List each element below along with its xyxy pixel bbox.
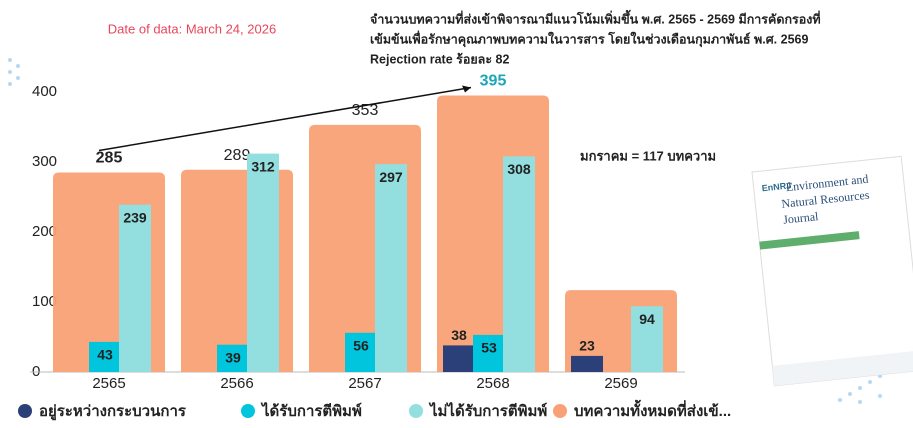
bar [375,164,407,372]
bar [473,334,505,372]
legend-label: บทความทั้งหมดที่ส่งเข้... [574,399,731,420]
cover-band [759,231,860,250]
x-tick-label: 2567 [348,375,381,392]
x-tick-label: 2566 [220,375,253,392]
date-note: Date of data: March 24, 2026 [108,21,276,36]
summary-line: จำนวนบทความที่ส่งเข้าพิจารณามีแนวโน้มเพิ… [370,9,821,26]
value-label: 53 [481,340,497,356]
legend-swatch [553,404,567,418]
value-label: 312 [251,158,275,174]
x-tick-label: 2569 [604,375,637,392]
total-label: 395 [480,73,507,90]
summary-line: เข้มข้นเพื่อรักษาคุณภาพบทความในวารสาร โด… [370,30,808,47]
legend-swatch [409,404,423,418]
value-label: 39 [225,349,241,365]
total-label: 353 [352,102,379,119]
value-label: 38 [451,327,467,343]
total-label: 285 [96,150,123,167]
trend-arrowhead [462,85,471,93]
y-tick-label: 200 [32,223,57,240]
bar [119,204,151,372]
decor-dots [8,58,882,404]
bar [443,345,475,372]
legend-swatch [241,404,255,418]
value-label: 23 [579,338,595,354]
summary-line: Rejection rate ร้อยละ 82 [370,52,509,66]
legend: อยู่ระหว่างกระบวนการ ได้รับการตีพิมพ์ ไม่ไ… [18,399,731,421]
bar [89,341,121,372]
bar [571,355,603,372]
trend-arrow [98,86,472,152]
x-tick-label: 2565 [92,375,125,392]
january-note: มกราคม = 117 บทความ [580,148,716,163]
legend-label: อยู่ระหว่างกระบวนการ [39,403,187,421]
value-label: 308 [507,161,531,177]
cover-footer [772,350,913,386]
value-label: 297 [379,169,403,185]
y-tick-label: 400 [32,83,57,100]
value-label: 239 [123,209,147,225]
bar [345,332,377,372]
bar [217,344,249,372]
value-label: 94 [639,311,655,327]
bar [631,306,663,372]
value-label: 43 [97,347,113,363]
bar [247,153,279,372]
legend-swatch [18,404,32,418]
y-tick-label: 300 [32,153,57,170]
legend-label: ได้รับการตีพิมพ์ [260,401,362,420]
y-tick-label: 100 [32,293,57,310]
journal-cover: EnNRJ Environment and Natural Resources … [751,155,913,387]
value-label: 56 [353,338,369,354]
y-tick-label: 0 [32,363,40,380]
bar [503,156,535,372]
cover-title: Journal [782,209,819,227]
cover-logo: EnNRJ [761,180,791,193]
total-label: 289 [224,147,251,164]
legend-label: ไม่ได้รับการตีพิมพ์ [428,401,547,420]
x-tick-label: 2568 [476,375,509,392]
